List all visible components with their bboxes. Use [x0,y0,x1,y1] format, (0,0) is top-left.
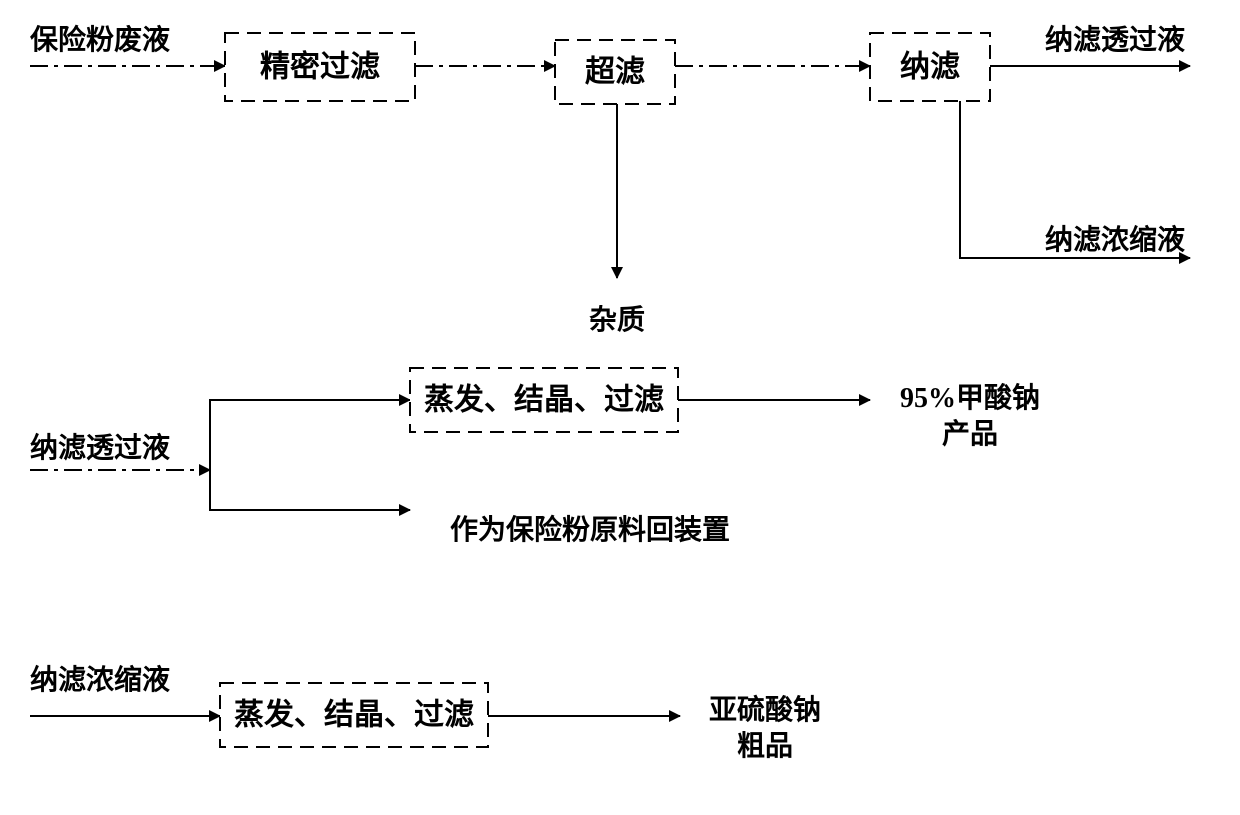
label-retentate_bot: 纳滤浓缩液 [30,663,170,696]
arrow-a_split_dn [210,470,410,510]
label-impurity: 杂质 [589,304,645,336]
box-label-ultrafilter: 超滤 [585,56,645,89]
label-product2_l1: 亚硫酸钠 [709,693,821,726]
label-permeate_mid: 纳滤透过液 [30,431,170,464]
label-retentate: 纳滤浓缩液 [1045,223,1185,256]
label-permeate_top: 纳滤透过液 [1045,23,1185,56]
box-label-nanofilter: 纳滤 [900,51,960,84]
arrow-a_split_up [210,400,410,470]
label-product1_l1: 95%甲酸钠 [900,382,1040,414]
box-label-precision_filter: 精密过滤 [260,50,380,84]
label-product1_l2: 产品 [942,418,998,450]
box-label-evap1: 蒸发、结晶、过滤 [424,384,664,417]
label-product2_l2: 粗品 [737,730,793,762]
label-input1: 保险粉废液 [30,23,170,56]
box-label-evap2: 蒸发、结晶、过滤 [234,699,474,732]
label-recycle: 作为保险粉原料回装置 [450,513,730,546]
